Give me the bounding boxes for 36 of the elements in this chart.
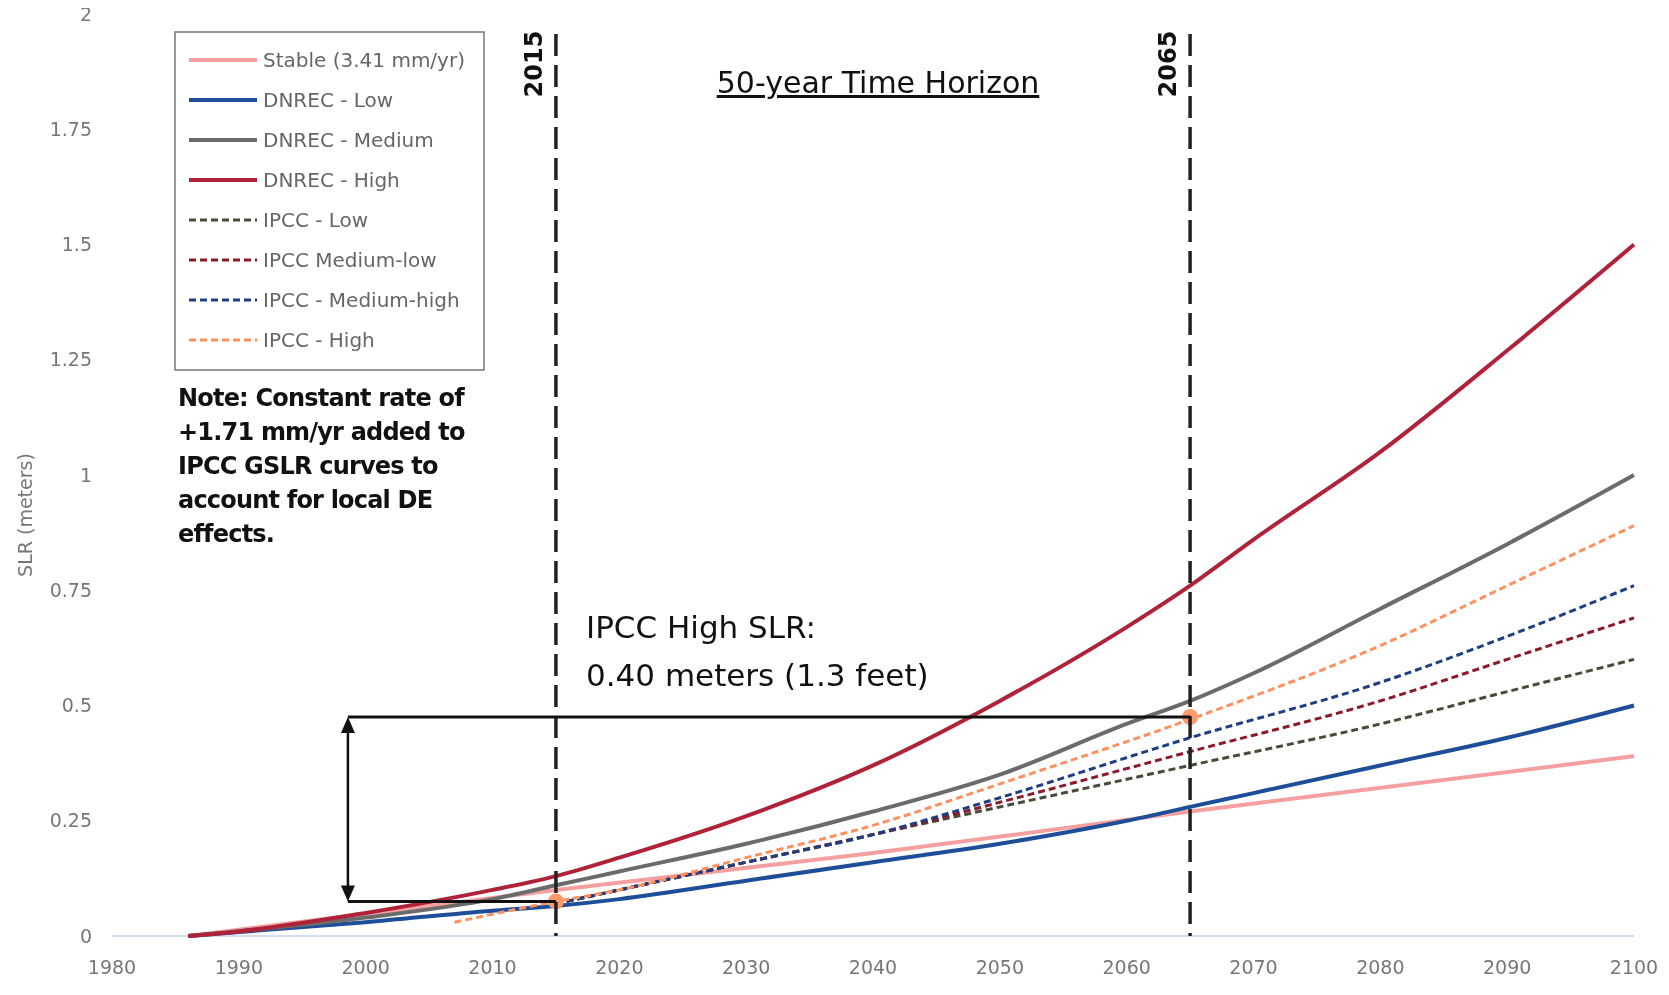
y-tick-label: 0.5	[61, 694, 92, 717]
legend-label: DNREC - Low	[263, 88, 394, 112]
x-tick-label: 2020	[595, 956, 644, 978]
y-tick-label: 0.25	[49, 809, 92, 832]
legend-label: IPCC Medium-low	[263, 248, 437, 272]
x-tick-label: 2050	[975, 956, 1025, 978]
line-series	[452, 524, 1636, 924]
x-tick-label: 2060	[1102, 956, 1151, 978]
x-tick-label: 2100	[1609, 956, 1659, 978]
y-tick-label: 1	[79, 463, 92, 486]
y-tick-label: 1.75	[49, 117, 92, 140]
x-tick-label: 2040	[848, 956, 898, 978]
y-axis-title: SLR (meters)	[14, 453, 36, 577]
legend-label: DNREC - Medium	[263, 128, 434, 152]
x-tick-label: 2070	[1229, 956, 1278, 978]
annotation: IPCC High SLR: 0.40 meters (1.3 feet)	[586, 609, 929, 693]
legend-label: IPCC - Medium-high	[263, 288, 460, 312]
legend-label: Stable (3.41 mm/yr)	[263, 48, 465, 72]
y-tick-label: 0	[79, 924, 92, 947]
x-tick-label: 2080	[1356, 956, 1405, 978]
x-tick-label: 1990	[214, 956, 264, 978]
x-tick-label: 2090	[1482, 956, 1532, 978]
x-tick-label: 1980	[87, 956, 137, 978]
annotation: Note: Constant rate of +1.71 mm/yr added to IPCC GSLR curves to account for local DE effects.	[178, 384, 466, 548]
legend-label: DNREC - High	[263, 168, 400, 192]
y-tick-label: 1.5	[61, 233, 92, 256]
legend-label: IPCC - Low	[263, 208, 369, 232]
y-tick-label: 0.75	[49, 578, 92, 601]
ref-line-label: 2065	[1154, 30, 1183, 98]
x-tick-label: 2000	[341, 956, 390, 978]
annotation: 50-year Time Horizon	[716, 65, 1040, 100]
y-tick-label: 1.25	[49, 348, 92, 371]
x-tick-label: 2030	[721, 956, 771, 978]
x-tick-label: 2010	[468, 956, 517, 978]
ref-line-label: 2015	[519, 30, 548, 98]
legend-label: IPCC - High	[263, 328, 375, 352]
